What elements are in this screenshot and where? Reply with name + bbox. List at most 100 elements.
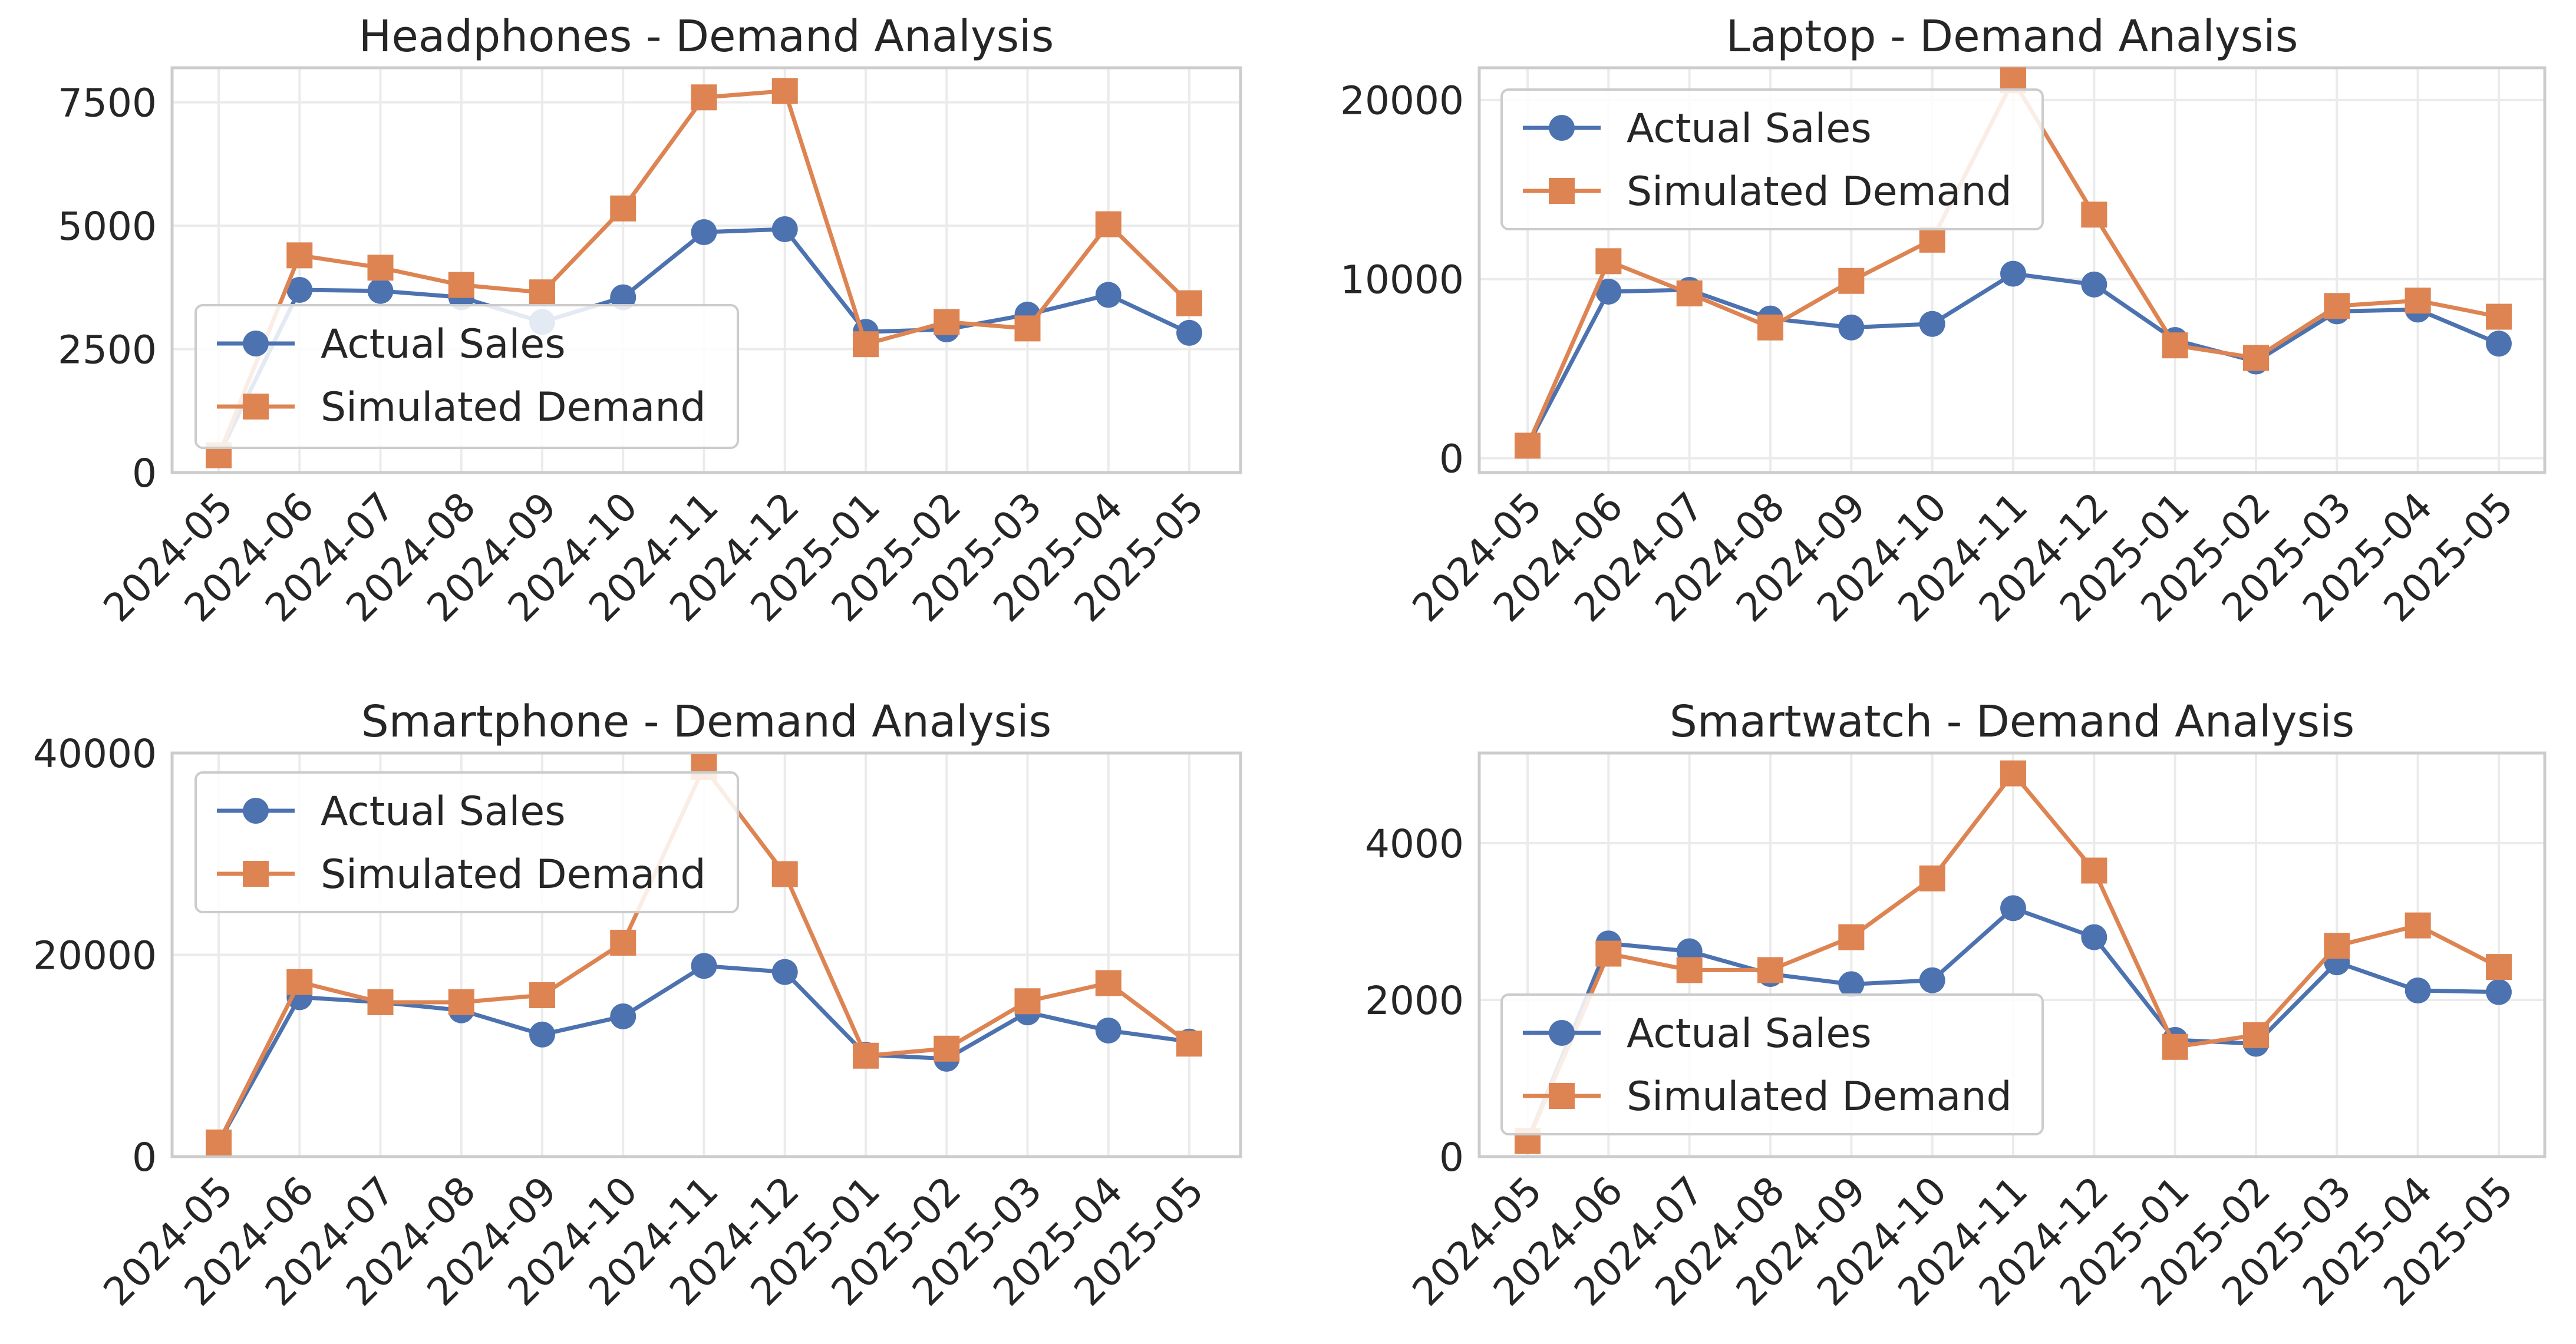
y-tick-label: 0 bbox=[1439, 437, 1464, 482]
simulated-demand-point bbox=[1838, 268, 1865, 294]
legend-label: Simulated Demand bbox=[321, 851, 706, 898]
simulated-demand-point bbox=[367, 255, 394, 281]
simulated-demand-point bbox=[1595, 248, 1622, 275]
actual-sales-point bbox=[1919, 311, 1945, 337]
simulated-demand-point bbox=[2081, 857, 2107, 884]
simulated-demand-point bbox=[1014, 315, 1041, 342]
simulated-demand-point bbox=[1757, 957, 1783, 983]
legend-marker-square bbox=[243, 394, 269, 420]
simulated-demand-point bbox=[934, 1035, 960, 1062]
legend-box bbox=[1500, 993, 2044, 1135]
legend-box bbox=[1500, 88, 2044, 230]
legend-box bbox=[194, 304, 739, 449]
simulated-demand-point bbox=[2162, 332, 2188, 359]
chart-title: Smartphone - Demand Analysis bbox=[361, 696, 1051, 747]
legend-label: Actual Sales bbox=[1627, 105, 1872, 152]
simulated-demand-point bbox=[1838, 924, 1865, 950]
chart-title: Laptop - Demand Analysis bbox=[1726, 11, 2298, 62]
y-tick-label: 0 bbox=[132, 451, 157, 496]
legend-label: Actual Sales bbox=[1627, 1011, 1872, 1057]
actual-sales-point bbox=[2486, 331, 2512, 357]
simulated-demand-point bbox=[286, 242, 313, 269]
actual-sales-point bbox=[367, 278, 394, 304]
legend-marker-circle bbox=[243, 331, 269, 356]
legend: Actual Sales Simulated Demand bbox=[1500, 993, 2044, 1135]
actual-sales-point bbox=[2486, 979, 2512, 1005]
simulated-demand-point bbox=[1095, 970, 1122, 996]
chart-title: Headphones - Demand Analysis bbox=[359, 11, 1054, 62]
legend: Actual Sales Simulated Demand bbox=[1500, 88, 2044, 230]
y-tick-label: 2500 bbox=[58, 328, 157, 373]
actual-sales-point bbox=[771, 959, 798, 985]
simulated-demand-point bbox=[610, 195, 636, 222]
axes-frame bbox=[1477, 751, 2547, 1158]
simulated-demand-point bbox=[448, 272, 474, 298]
legend-label: Simulated Demand bbox=[1627, 1074, 2012, 1120]
simulated-demand-point bbox=[1757, 314, 1783, 341]
legend: Actual Sales Simulated Demand bbox=[194, 771, 739, 913]
actual-sales-point bbox=[286, 277, 313, 303]
simulated-demand-point bbox=[529, 279, 555, 306]
legend-marker-square bbox=[1549, 178, 1575, 204]
legend-marker-circle bbox=[1549, 1020, 1575, 1046]
simulated-demand-point bbox=[1515, 432, 1541, 459]
actual-sales-point bbox=[610, 1003, 636, 1029]
subplot-laptop: Laptop - Demand Analysis010000200002024-… bbox=[1340, 11, 2547, 630]
simulated-demand-point bbox=[2405, 288, 2431, 314]
simulated-demand-point bbox=[529, 982, 555, 1008]
axes-frame bbox=[170, 66, 1242, 474]
simulated-demand-point bbox=[691, 84, 717, 111]
actual-sales-point bbox=[2081, 924, 2107, 950]
subplot-headphones: Headphones - Demand Analysis 0 2500 5000 750… bbox=[58, 11, 1242, 630]
simulated-demand-point bbox=[771, 78, 798, 104]
y-tick-label: 40000 bbox=[33, 731, 157, 777]
axes-frame bbox=[170, 751, 1242, 1158]
legend-marker-circle bbox=[1549, 115, 1575, 141]
simulated-demand-point bbox=[853, 331, 879, 358]
actual-sales-point bbox=[2081, 271, 2107, 298]
actual-sales-point bbox=[1095, 1017, 1122, 1044]
simulated-demand-point bbox=[1095, 211, 1122, 237]
actual-sales-point bbox=[2000, 260, 2026, 287]
legend-label: Simulated Demand bbox=[1627, 169, 2012, 215]
simulated-demand-point bbox=[2162, 1033, 2188, 1060]
simulated-demand-point bbox=[286, 969, 313, 995]
actual-sales-point bbox=[771, 216, 798, 242]
y-tick-label: 2000 bbox=[1365, 978, 1464, 1023]
legend-label: Simulated Demand bbox=[321, 384, 706, 431]
simulated-demand-point bbox=[2486, 303, 2512, 330]
simulated-demand-point bbox=[2486, 954, 2512, 980]
simulated-demand-point bbox=[1014, 988, 1041, 1015]
simulated-demand-point bbox=[1919, 226, 1945, 253]
simulated-demand-point bbox=[2081, 202, 2107, 228]
simulated-demand-point bbox=[771, 861, 798, 887]
y-tick-label: 20000 bbox=[1340, 78, 1464, 124]
simulated-demand-point bbox=[1176, 290, 1202, 316]
actual-sales-point bbox=[1095, 282, 1122, 308]
actual-sales-point bbox=[691, 953, 717, 979]
legend-box bbox=[194, 771, 739, 913]
chart-title: Smartwatch - Demand Analysis bbox=[1670, 696, 2354, 747]
simulated-demand-point bbox=[2243, 1022, 2269, 1048]
simulated-demand-point bbox=[1176, 1031, 1202, 1057]
actual-sales-point bbox=[2000, 895, 2026, 922]
actual-sales-point bbox=[1176, 319, 1202, 346]
simulated-demand-point bbox=[2243, 345, 2269, 371]
legend-marker-circle bbox=[243, 798, 269, 824]
simulated-demand-point bbox=[367, 989, 394, 1015]
simulated-demand-point bbox=[610, 929, 636, 956]
simulated-demand-point bbox=[206, 1130, 232, 1156]
simulated-demand-point bbox=[448, 989, 474, 1015]
simulated-demand-point bbox=[1595, 940, 1622, 967]
actual-sales-point bbox=[2405, 978, 2431, 1004]
legend-label: Actual Sales bbox=[321, 788, 566, 835]
y-tick-label: 20000 bbox=[33, 933, 157, 979]
simulated-demand-point bbox=[853, 1042, 879, 1069]
actual-sales-point bbox=[1595, 278, 1622, 305]
simulated-demand-point bbox=[2324, 933, 2350, 959]
actual-sales-point bbox=[1838, 314, 1865, 341]
legend-marker-square bbox=[243, 861, 269, 887]
legend-marker-square bbox=[1549, 1083, 1575, 1109]
simulated-demand-point bbox=[1676, 280, 1703, 307]
y-tick-label: 0 bbox=[1439, 1135, 1464, 1180]
